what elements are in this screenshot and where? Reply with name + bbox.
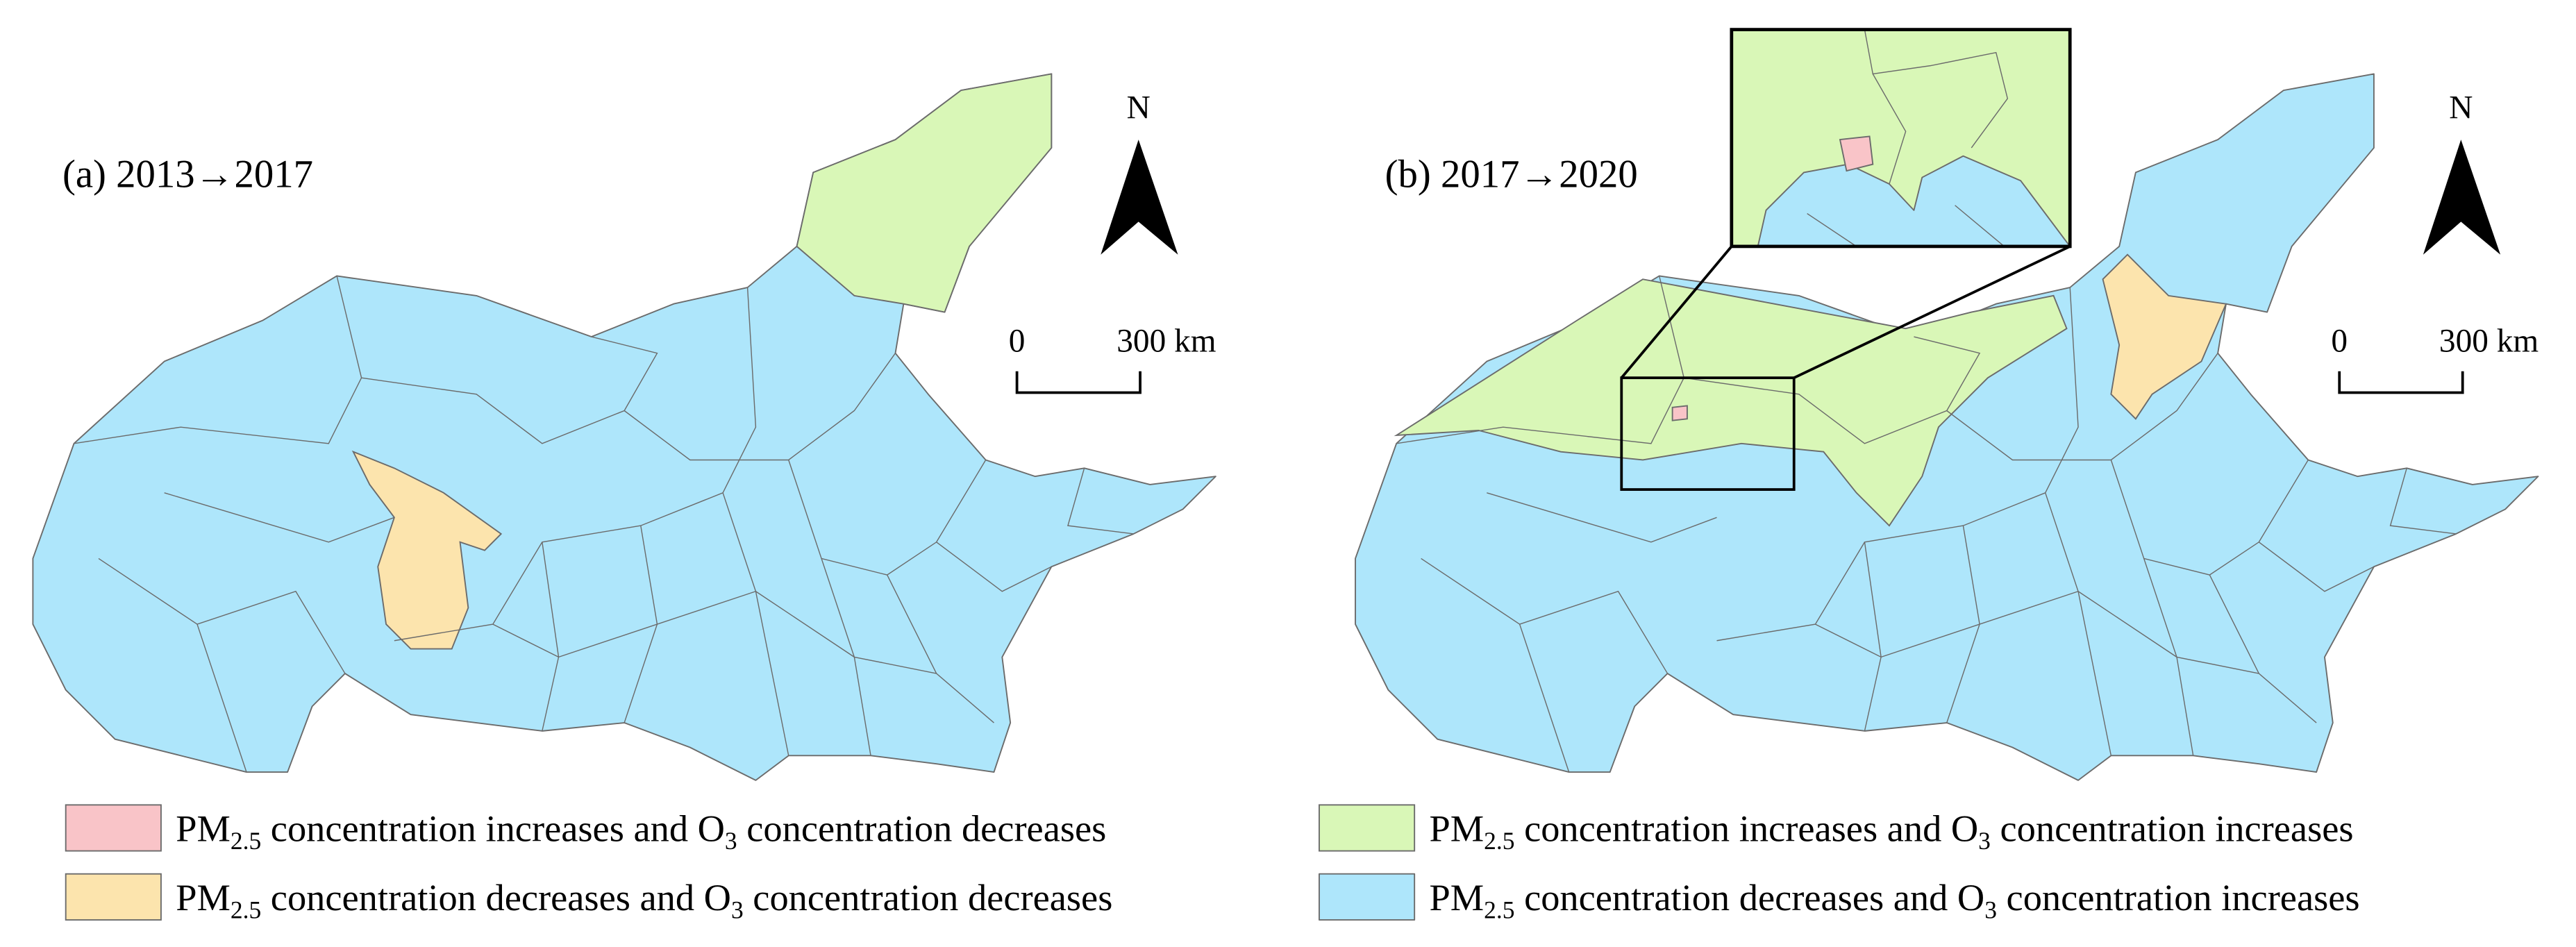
subscript: 3 <box>731 896 744 924</box>
legend-swatch <box>1319 804 1416 852</box>
map-panel-a: (a) 2013→2017 N 0 300 km <box>32 73 1217 782</box>
region-tan <box>351 450 503 650</box>
text-run: concentration increases <box>1991 807 2354 849</box>
subscript: 2.5 <box>1484 827 1514 855</box>
region-green <box>1394 278 2068 527</box>
zoom-box <box>1620 376 1796 491</box>
text-run: PM <box>176 807 231 849</box>
inset-map <box>1730 28 2072 249</box>
legend-item: PM2.5 concentration decreases and O3 con… <box>1319 873 2360 924</box>
subscript: 2.5 <box>1484 896 1514 924</box>
subscript: 2.5 <box>231 827 261 855</box>
region-pink <box>1671 405 1688 421</box>
legend-item: PM2.5 concentration increases and O3 con… <box>1319 804 2354 855</box>
text-run: concentration decreases <box>744 877 1113 919</box>
legend-item: PM2.5 concentration decreases and O3 con… <box>65 873 1112 924</box>
text-run: concentration decreases and O <box>261 877 731 919</box>
subscript: 2.5 <box>231 896 261 924</box>
text-run: concentration increases <box>1997 877 2360 919</box>
subscript: 3 <box>1978 827 1991 855</box>
legend-label: PM2.5 concentration decreases and O3 con… <box>1429 877 2359 924</box>
scale-end: 300 km <box>1116 323 1216 359</box>
scale-bar <box>2338 371 2464 394</box>
region-tan <box>2102 253 2227 420</box>
text-run: concentration decreases and O <box>1514 877 1984 919</box>
scale-bar <box>1015 371 1141 394</box>
subscript: 3 <box>725 827 737 855</box>
north-label: N <box>2449 90 2473 126</box>
subscript: 3 <box>1984 896 1997 924</box>
north-arrow <box>2423 140 2501 255</box>
north-label: N <box>1127 90 1151 126</box>
legend: PM2.5 concentration increases and O3 con… <box>65 804 2360 924</box>
legend-swatch <box>65 804 162 852</box>
text-run: concentration increases and O <box>261 807 725 849</box>
legend-label: PM2.5 concentration decreases and O3 con… <box>176 877 1112 924</box>
scale-start: 0 <box>1009 323 1026 359</box>
zoom-connector <box>1620 245 2071 379</box>
legend-item: PM2.5 concentration increases and O3 con… <box>65 804 1106 855</box>
scale-end: 300 km <box>2439 323 2539 359</box>
scale-start: 0 <box>2331 323 2348 359</box>
north-arrow <box>1101 140 1178 255</box>
panel-label: (a) 2013→2017 <box>62 153 313 196</box>
text-run: PM <box>1429 807 1484 849</box>
legend-swatch <box>65 873 162 921</box>
text-run: PM <box>1429 877 1484 919</box>
text-run: concentration increases and O <box>1514 807 1978 849</box>
text-run: PM <box>176 877 231 919</box>
panel-label: (b) 2017→2020 <box>1385 153 1638 196</box>
legend-swatch <box>1319 873 1416 921</box>
legend-label: PM2.5 concentration increases and O3 con… <box>176 807 1106 855</box>
legend-label: PM2.5 concentration increases and O3 con… <box>1429 807 2353 855</box>
text-run: concentration decreases <box>737 807 1107 849</box>
map-panel-b: (b) 2017→2020 N 0 300 km <box>1354 28 2539 782</box>
region-green <box>796 73 1053 313</box>
